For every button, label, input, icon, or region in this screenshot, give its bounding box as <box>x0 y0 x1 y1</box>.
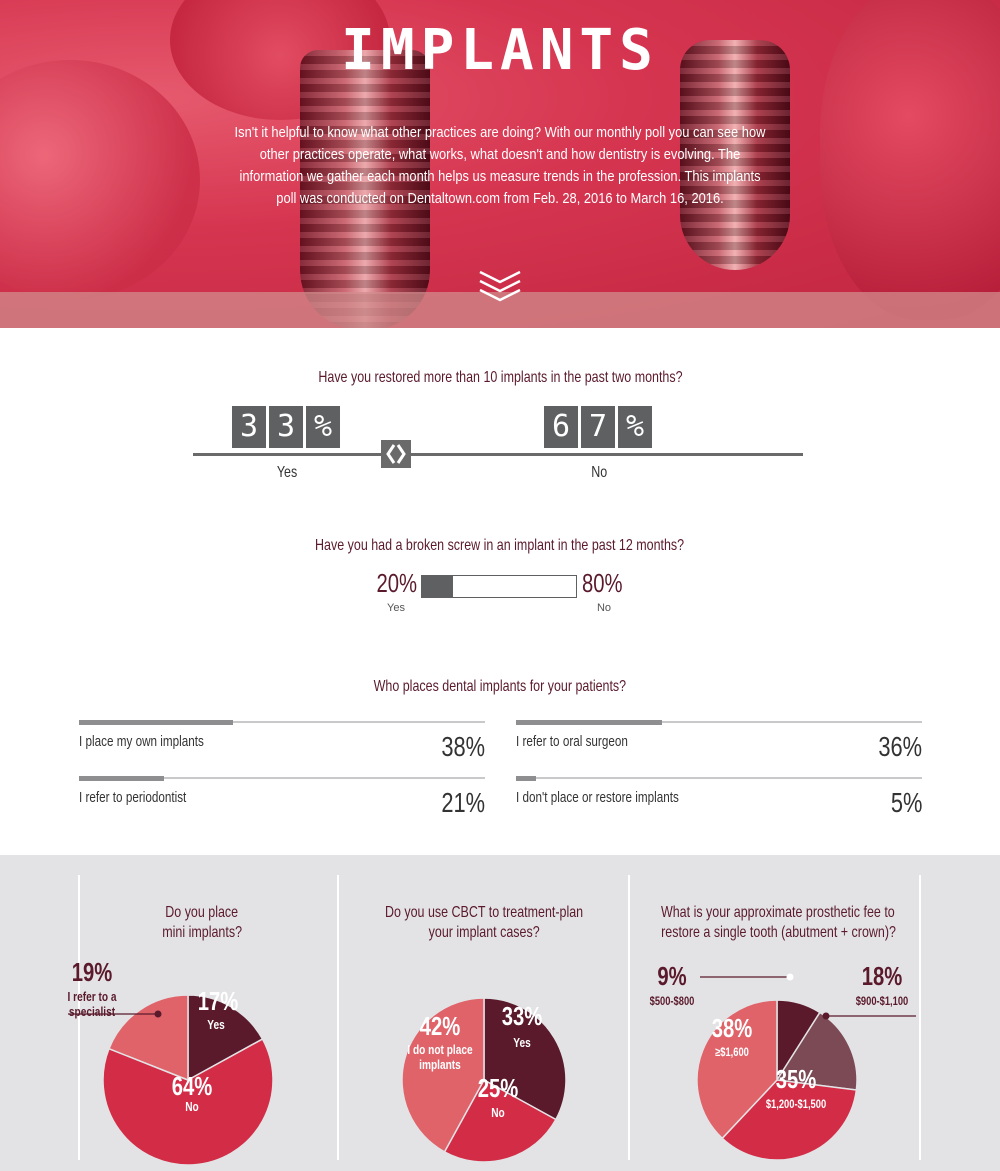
q1-no-digit: % <box>618 406 652 448</box>
pie-fee-title: What is your approximate prosthetic fee … <box>661 904 896 941</box>
q1-question: Have you restored more than 10 implants … <box>317 369 683 386</box>
q3-bar <box>79 720 234 725</box>
q2-progress-fill <box>422 576 453 597</box>
implant-illustration <box>680 40 790 270</box>
pie-slice <box>107 994 189 1082</box>
chevron-down-icon[interactable] <box>476 268 524 302</box>
q1-no-digit: 6 <box>544 406 578 448</box>
q2-yes-label: Yes <box>387 602 405 614</box>
divider <box>337 875 339 1160</box>
q3-row-label: I refer to periodontist <box>79 789 187 806</box>
q3-row-pct: 38% <box>441 731 485 762</box>
q2-yes-pct: 20% <box>376 568 417 598</box>
q3-bar-track <box>79 777 485 779</box>
pie-label-pct: 25% <box>478 1074 519 1103</box>
pie-label-text: Yes <box>513 1036 530 1050</box>
q2-no-pct: 80% <box>582 568 623 598</box>
q1-yes-digit: % <box>306 406 340 448</box>
q3-row-label: I refer to oral surgeon <box>516 733 628 750</box>
pie-slice <box>102 1038 274 1166</box>
q1-yes-label: Yes <box>276 464 298 481</box>
q3-row: I refer to oral surgeon 36% <box>516 720 922 762</box>
q3-row-label: I don't place or restore implants <box>516 789 679 806</box>
pie-leader-dot <box>786 973 794 981</box>
pie-label-text: $1,200-$1,500 <box>766 1098 826 1111</box>
pie-label-text: ≥$1,600 <box>715 1046 749 1059</box>
pie-slice <box>401 997 485 1153</box>
q2-question: Have you had a broken screw in an implan… <box>315 537 685 554</box>
pie-label-text: I refer to a <box>68 990 117 1004</box>
hero-bg-shape <box>0 60 200 300</box>
pie-label-pct: 33% <box>502 1002 543 1031</box>
q3-row-pct: 36% <box>878 731 922 762</box>
divider <box>628 875 630 1160</box>
pie-leader-dot <box>822 1012 830 1020</box>
q2-progress-bar <box>421 575 577 598</box>
pie-label-pct: 64% <box>172 1072 213 1101</box>
pie-slice <box>187 994 264 1082</box>
hero-band <box>0 292 1000 328</box>
pie-label-text: $900-$1,100 <box>856 995 909 1008</box>
q3-row: I place my own implants 38% <box>79 720 485 762</box>
q3-bar <box>516 720 663 725</box>
q1-no-label: No <box>591 464 607 481</box>
q3-question: Who places dental implants for your pati… <box>373 678 627 695</box>
pie-label-pct: 18% <box>862 962 903 991</box>
pie-label-text: No <box>491 1106 505 1120</box>
pie-cbct-title: Do you use CBCT to treatment-plan your i… <box>384 904 584 941</box>
split-marker-icon <box>381 440 411 468</box>
q3-bar-track <box>516 777 922 779</box>
hero-bg-shape <box>820 0 1000 320</box>
pie-label-pct: 9% <box>657 962 687 991</box>
q3-row-pct: 5% <box>890 787 922 818</box>
q3-row: I refer to periodontist 21% <box>79 776 485 818</box>
q3-bar <box>516 776 537 781</box>
pie-label-pct: 35% <box>776 1065 817 1094</box>
pie-label-pct: 19% <box>72 958 113 987</box>
pie-label-text: specialist <box>69 1005 115 1019</box>
q3-bar-track <box>516 721 922 723</box>
pie-label-text: implants <box>419 1058 461 1072</box>
pie-slice <box>721 1079 858 1161</box>
pie-leader-dot <box>154 1010 162 1018</box>
q1-yes-digit: 3 <box>232 406 266 448</box>
pie-label-pct: 17% <box>198 987 239 1016</box>
q3-row: I don't place or restore implants 5% <box>516 776 922 818</box>
pie-slice <box>696 999 778 1140</box>
pie-slice <box>483 997 567 1121</box>
pie-label-pct: 38% <box>712 1014 753 1043</box>
q1-yes-digit: 3 <box>269 406 303 448</box>
pie-label-text: Yes <box>207 1018 224 1032</box>
divider <box>78 875 80 1160</box>
q1-axis-line <box>193 453 803 456</box>
q2-no-label: No <box>596 602 612 614</box>
q3-row-pct: 21% <box>441 787 485 818</box>
q3-row-label: I place my own implants <box>79 733 204 750</box>
divider <box>919 875 921 1160</box>
implant-illustration <box>300 50 430 328</box>
page-title: IMPLANTS <box>341 18 659 83</box>
pie-slice <box>443 1078 557 1163</box>
intro-text: Isn't it helpful to know what other prac… <box>234 124 766 207</box>
q3-bar-track <box>79 721 485 723</box>
pie-label-text: $500-$800 <box>650 995 695 1008</box>
q3-bar <box>79 776 165 781</box>
pie-label-text: No <box>185 1100 199 1114</box>
pie-mini-title: Do you place mini implants? <box>162 904 242 941</box>
pie-label-pct: 42% <box>420 1012 461 1041</box>
q1-no-digit: 7 <box>581 406 615 448</box>
pie-label-text: I do not place <box>407 1043 473 1057</box>
hero-banner: IMPLANTS Isn't it helpful to know what o… <box>0 0 1000 328</box>
